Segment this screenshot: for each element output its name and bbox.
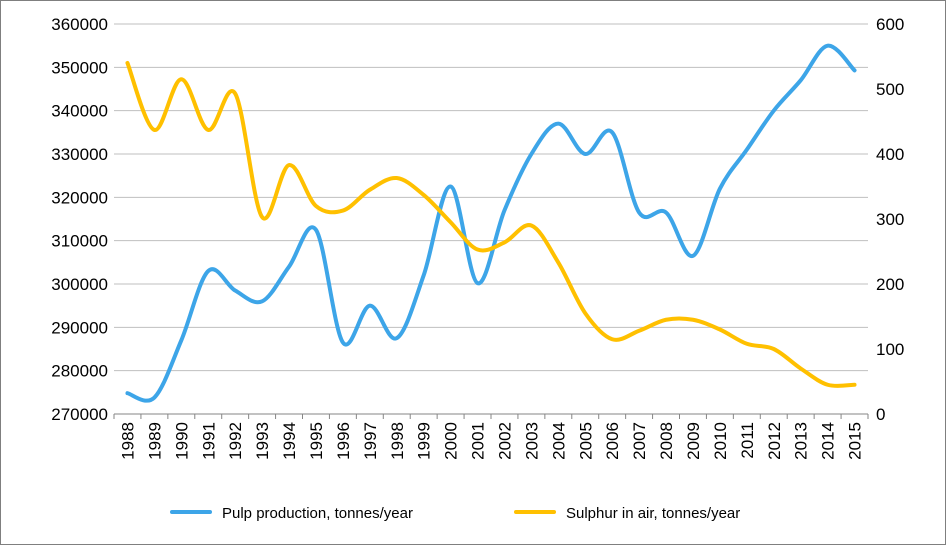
x-tick-label: 2011: [738, 422, 757, 459]
right-tick-label: 600: [876, 15, 904, 34]
left-tick-label: 300000: [51, 275, 108, 294]
x-tick-label: 2003: [522, 422, 541, 460]
legend-item: Sulphur in air, tonnes/year: [514, 505, 740, 522]
x-tick-label: 2000: [442, 422, 461, 460]
x-tick-label: 1994: [280, 422, 299, 460]
x-tick-label: 2006: [603, 422, 622, 460]
x-tick-label: 2012: [765, 422, 784, 460]
x-tick-label: 1988: [118, 422, 137, 460]
legend-label: Pulp production, tonnes/year: [222, 505, 413, 522]
right-tick-label: 500: [876, 80, 904, 99]
right-tick-label: 400: [876, 145, 904, 164]
left-tick-label: 320000: [51, 188, 108, 207]
x-tick-label: 1990: [172, 422, 191, 460]
right-tick-label: 100: [876, 340, 904, 359]
x-tick-label: 1999: [415, 422, 434, 460]
x-tick-label: 1995: [307, 422, 326, 460]
x-tick-label: 1992: [226, 422, 245, 460]
x-tick-label: 1998: [388, 422, 407, 460]
left-tick-label: 360000: [51, 15, 108, 34]
x-tick-label: 2014: [819, 422, 838, 460]
left-tick-label: 330000: [51, 145, 108, 164]
x-tick-label: 2002: [495, 422, 514, 460]
gridlines: [113, 23, 869, 419]
x-tick-label: 2008: [657, 422, 676, 460]
x-tick-label: 2007: [630, 422, 649, 460]
left-axis-ticks: 270000 280000 290000 300000 310000 320000 3300…: [51, 15, 108, 424]
left-tick-label: 270000: [51, 405, 108, 424]
left-tick-label: 350000: [51, 58, 108, 77]
series-1: [125, 61, 857, 388]
x-tick-label: 2004: [549, 422, 568, 460]
x-tick-label: 1989: [145, 422, 164, 460]
right-tick-label: 0: [876, 405, 885, 424]
legend: Pulp production, tonnes/year Sulphur in a…: [170, 505, 740, 522]
x-tick-label: 2001: [469, 422, 488, 460]
right-axis-ticks: 0 100 200 300 400 500 600: [876, 15, 904, 424]
x-tick-label: 2009: [684, 422, 703, 460]
left-tick-label: 310000: [51, 232, 108, 251]
series-lines: [125, 43, 857, 403]
x-tick-label: 2010: [711, 422, 730, 460]
series-line: [125, 43, 857, 403]
x-tick-label: 2015: [846, 422, 865, 460]
x-tick-label: 1991: [199, 422, 218, 460]
legend-item: Pulp production, tonnes/year: [170, 505, 413, 522]
x-tick-label: 2013: [792, 422, 811, 460]
x-tick-label: 1997: [361, 422, 380, 460]
left-tick-label: 290000: [51, 318, 108, 337]
legend-label: Sulphur in air, tonnes/year: [566, 505, 740, 522]
x-tick-label: 1993: [253, 422, 272, 460]
x-tick-label: 2005: [576, 422, 595, 460]
x-axis-ticks: 1988 1989 1990 1991 1992 1993 1994 1995 1996 1997…: [118, 422, 864, 460]
left-tick-label: 280000: [51, 362, 108, 381]
x-tick-label: 1996: [334, 422, 353, 460]
series-line: [125, 61, 857, 388]
right-tick-label: 300: [876, 210, 904, 229]
left-tick-label: 340000: [51, 102, 108, 121]
series-0: [125, 43, 857, 403]
right-tick-label: 200: [876, 275, 904, 294]
